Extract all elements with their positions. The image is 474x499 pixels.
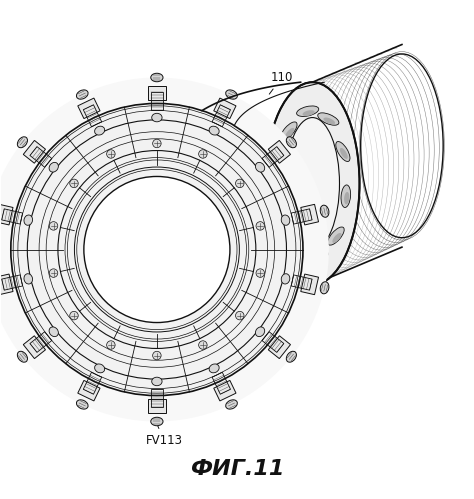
- Ellipse shape: [281, 215, 290, 225]
- Ellipse shape: [76, 90, 88, 99]
- Ellipse shape: [49, 327, 58, 337]
- Ellipse shape: [292, 247, 303, 253]
- Ellipse shape: [275, 206, 289, 226]
- Circle shape: [256, 222, 264, 230]
- Ellipse shape: [255, 162, 264, 172]
- Ellipse shape: [336, 142, 350, 162]
- Ellipse shape: [151, 417, 163, 426]
- Ellipse shape: [340, 148, 348, 159]
- Ellipse shape: [151, 73, 163, 82]
- Ellipse shape: [18, 351, 27, 362]
- Circle shape: [49, 269, 58, 277]
- Ellipse shape: [328, 227, 344, 245]
- Ellipse shape: [95, 126, 105, 135]
- Circle shape: [84, 177, 230, 322]
- Ellipse shape: [152, 377, 162, 386]
- Polygon shape: [214, 380, 236, 401]
- Text: 114: 114: [143, 311, 166, 324]
- Ellipse shape: [286, 351, 296, 362]
- Polygon shape: [268, 336, 291, 359]
- Circle shape: [0, 77, 329, 422]
- Polygon shape: [301, 274, 319, 295]
- Ellipse shape: [306, 250, 328, 261]
- Circle shape: [256, 269, 264, 277]
- Ellipse shape: [302, 110, 315, 116]
- Circle shape: [153, 351, 161, 360]
- Circle shape: [49, 222, 58, 230]
- Polygon shape: [23, 336, 46, 359]
- Ellipse shape: [281, 274, 290, 284]
- Ellipse shape: [312, 255, 324, 260]
- Polygon shape: [301, 204, 319, 225]
- Polygon shape: [0, 274, 13, 295]
- Ellipse shape: [76, 400, 88, 409]
- Text: 110: 110: [269, 71, 293, 94]
- Circle shape: [236, 179, 244, 188]
- Text: 115: 115: [167, 318, 189, 331]
- Ellipse shape: [297, 106, 319, 116]
- Polygon shape: [23, 140, 46, 163]
- Circle shape: [199, 150, 207, 158]
- Circle shape: [199, 341, 207, 349]
- Polygon shape: [78, 98, 100, 119]
- Polygon shape: [0, 204, 13, 225]
- Circle shape: [11, 103, 303, 396]
- Ellipse shape: [323, 118, 335, 124]
- Polygon shape: [268, 140, 291, 163]
- Ellipse shape: [320, 282, 329, 294]
- Ellipse shape: [24, 274, 33, 284]
- Ellipse shape: [274, 160, 284, 182]
- Circle shape: [107, 341, 115, 349]
- Text: ФИГ.11: ФИГ.11: [190, 459, 284, 479]
- Ellipse shape: [265, 82, 359, 285]
- Ellipse shape: [344, 192, 349, 204]
- Text: FV113: FV113: [84, 144, 128, 161]
- Ellipse shape: [285, 118, 339, 250]
- Text: FV113: FV113: [146, 410, 182, 447]
- Ellipse shape: [332, 233, 341, 243]
- Polygon shape: [78, 380, 100, 401]
- Circle shape: [153, 139, 161, 148]
- Polygon shape: [148, 399, 166, 413]
- Ellipse shape: [209, 364, 219, 373]
- Ellipse shape: [281, 122, 297, 140]
- Polygon shape: [214, 98, 236, 119]
- Ellipse shape: [318, 113, 339, 125]
- Ellipse shape: [320, 205, 329, 217]
- Ellipse shape: [277, 167, 283, 179]
- Text: 116: 116: [120, 257, 142, 270]
- Ellipse shape: [285, 128, 294, 138]
- Ellipse shape: [286, 137, 296, 148]
- Circle shape: [70, 179, 78, 188]
- Ellipse shape: [226, 400, 237, 409]
- Text: 112: 112: [205, 278, 227, 291]
- Ellipse shape: [341, 185, 351, 208]
- Circle shape: [236, 311, 244, 320]
- Ellipse shape: [24, 215, 33, 225]
- Ellipse shape: [95, 364, 105, 373]
- Ellipse shape: [226, 90, 237, 99]
- Ellipse shape: [152, 113, 162, 122]
- Polygon shape: [148, 86, 166, 100]
- Ellipse shape: [279, 212, 287, 223]
- Ellipse shape: [49, 162, 58, 172]
- Ellipse shape: [18, 137, 27, 148]
- Text: 111: 111: [120, 246, 142, 258]
- Text: FV113: FV113: [65, 156, 109, 175]
- Ellipse shape: [209, 126, 219, 135]
- Circle shape: [107, 150, 115, 158]
- Ellipse shape: [255, 327, 264, 337]
- Circle shape: [70, 311, 78, 320]
- Ellipse shape: [286, 242, 307, 254]
